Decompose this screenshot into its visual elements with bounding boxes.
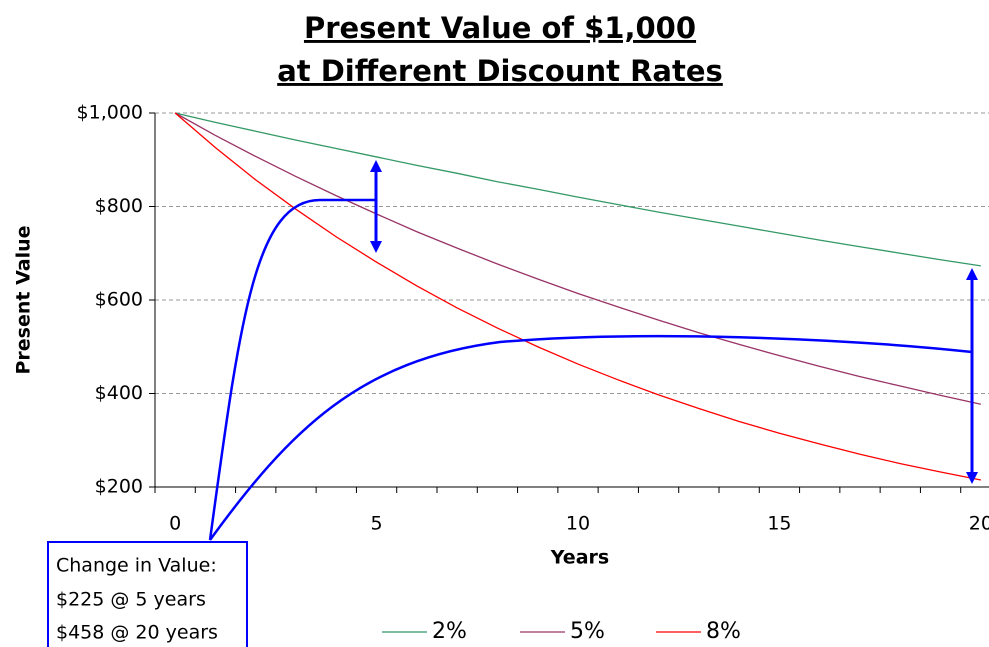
callout-text: $225 @ 5 years <box>56 589 206 611</box>
x-tick-label: 0 <box>169 513 181 535</box>
y-tick-label: $400 <box>95 382 143 404</box>
callout-box <box>47 541 248 647</box>
y-tick-label: $1,000 <box>77 102 143 124</box>
callout-curve <box>208 334 973 541</box>
y-tick-label: $600 <box>95 289 143 311</box>
legend-label: 8% <box>706 619 741 644</box>
callout-text: Change in Value: <box>56 555 217 577</box>
plot-area: $200 $400 $600 $800 $1,000 0 5 10 15 20 <box>77 102 989 535</box>
x-tick-label: 20 <box>969 513 989 535</box>
y-tick-label: $800 <box>95 195 143 217</box>
y-axis-title: Present Value <box>13 225 35 374</box>
callout-curve <box>208 198 376 541</box>
series-line <box>174 112 981 267</box>
series-line <box>174 112 981 481</box>
chart-title: at Different Discount Rates <box>277 54 723 88</box>
legend-label: 5% <box>570 619 605 644</box>
x-axis-title: Years <box>550 547 609 569</box>
callout-text: $458 @ 20 years <box>56 622 218 644</box>
x-tick-label: 15 <box>767 513 791 535</box>
legend-label: 2% <box>432 619 467 644</box>
chart-title: Present Value of $1,000 <box>304 11 696 45</box>
series-line <box>174 112 981 405</box>
y-tick-label: $200 <box>95 476 143 498</box>
x-tick-label: 5 <box>371 513 383 535</box>
x-tick-label: 10 <box>566 513 590 535</box>
